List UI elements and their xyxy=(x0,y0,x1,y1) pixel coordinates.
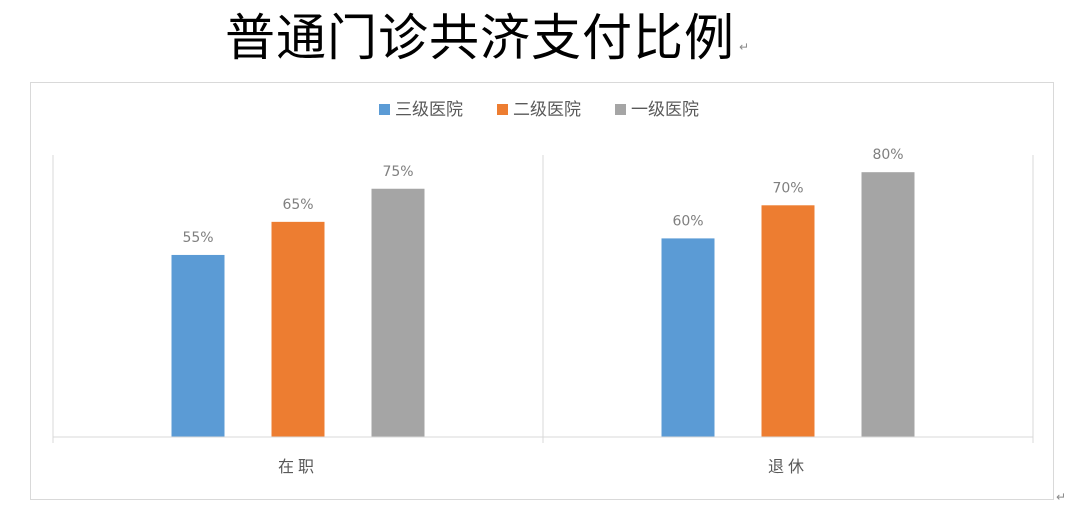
paragraph-mark-icon: ↵ xyxy=(739,40,750,54)
x-tick-label: 退休 xyxy=(768,457,808,476)
bar xyxy=(661,238,715,437)
x-tick-label: 在职 xyxy=(278,457,318,476)
legend: 三级医院 二级医院 一级医院 xyxy=(379,100,699,120)
data-label: 65% xyxy=(282,197,313,213)
data-label: 75% xyxy=(382,164,413,180)
legend-item: 三级医院 xyxy=(379,100,463,120)
chart-title: 普通门诊共济支付比例 xyxy=(225,9,735,67)
legend-label: 二级医院 xyxy=(513,100,581,120)
bars xyxy=(171,172,915,437)
legend-label: 一级医院 xyxy=(631,100,699,120)
bar xyxy=(761,205,815,437)
legend-swatch xyxy=(615,104,626,115)
bar xyxy=(271,221,325,437)
legend-item: 一级医院 xyxy=(615,100,699,120)
category-separators xyxy=(52,155,1034,443)
chart-frame: 三级医院 二级医院 一级医院 55% 65% 75% 60% 70% 80% 在职 退休 xyxy=(30,82,1054,500)
legend-label: 三级医院 xyxy=(395,100,463,120)
bar xyxy=(171,254,225,437)
bar xyxy=(861,172,915,437)
x-axis: 在职 退休 xyxy=(53,436,1033,476)
legend-item: 二级医院 xyxy=(497,100,581,120)
bar xyxy=(371,188,425,437)
legend-swatch xyxy=(379,104,390,115)
data-label: 70% xyxy=(772,180,803,196)
data-label: 60% xyxy=(672,213,703,229)
legend-swatch xyxy=(497,104,508,115)
paragraph-mark-icon: ↵ xyxy=(1056,490,1067,504)
data-labels: 55% 65% 75% 60% 70% 80% xyxy=(182,147,903,246)
data-label: 80% xyxy=(872,147,903,163)
data-label: 55% xyxy=(182,230,213,246)
bar-chart: 三级医院 二级医院 一级医院 55% 65% 75% 60% 70% 80% 在职 退休 xyxy=(52,100,1034,476)
